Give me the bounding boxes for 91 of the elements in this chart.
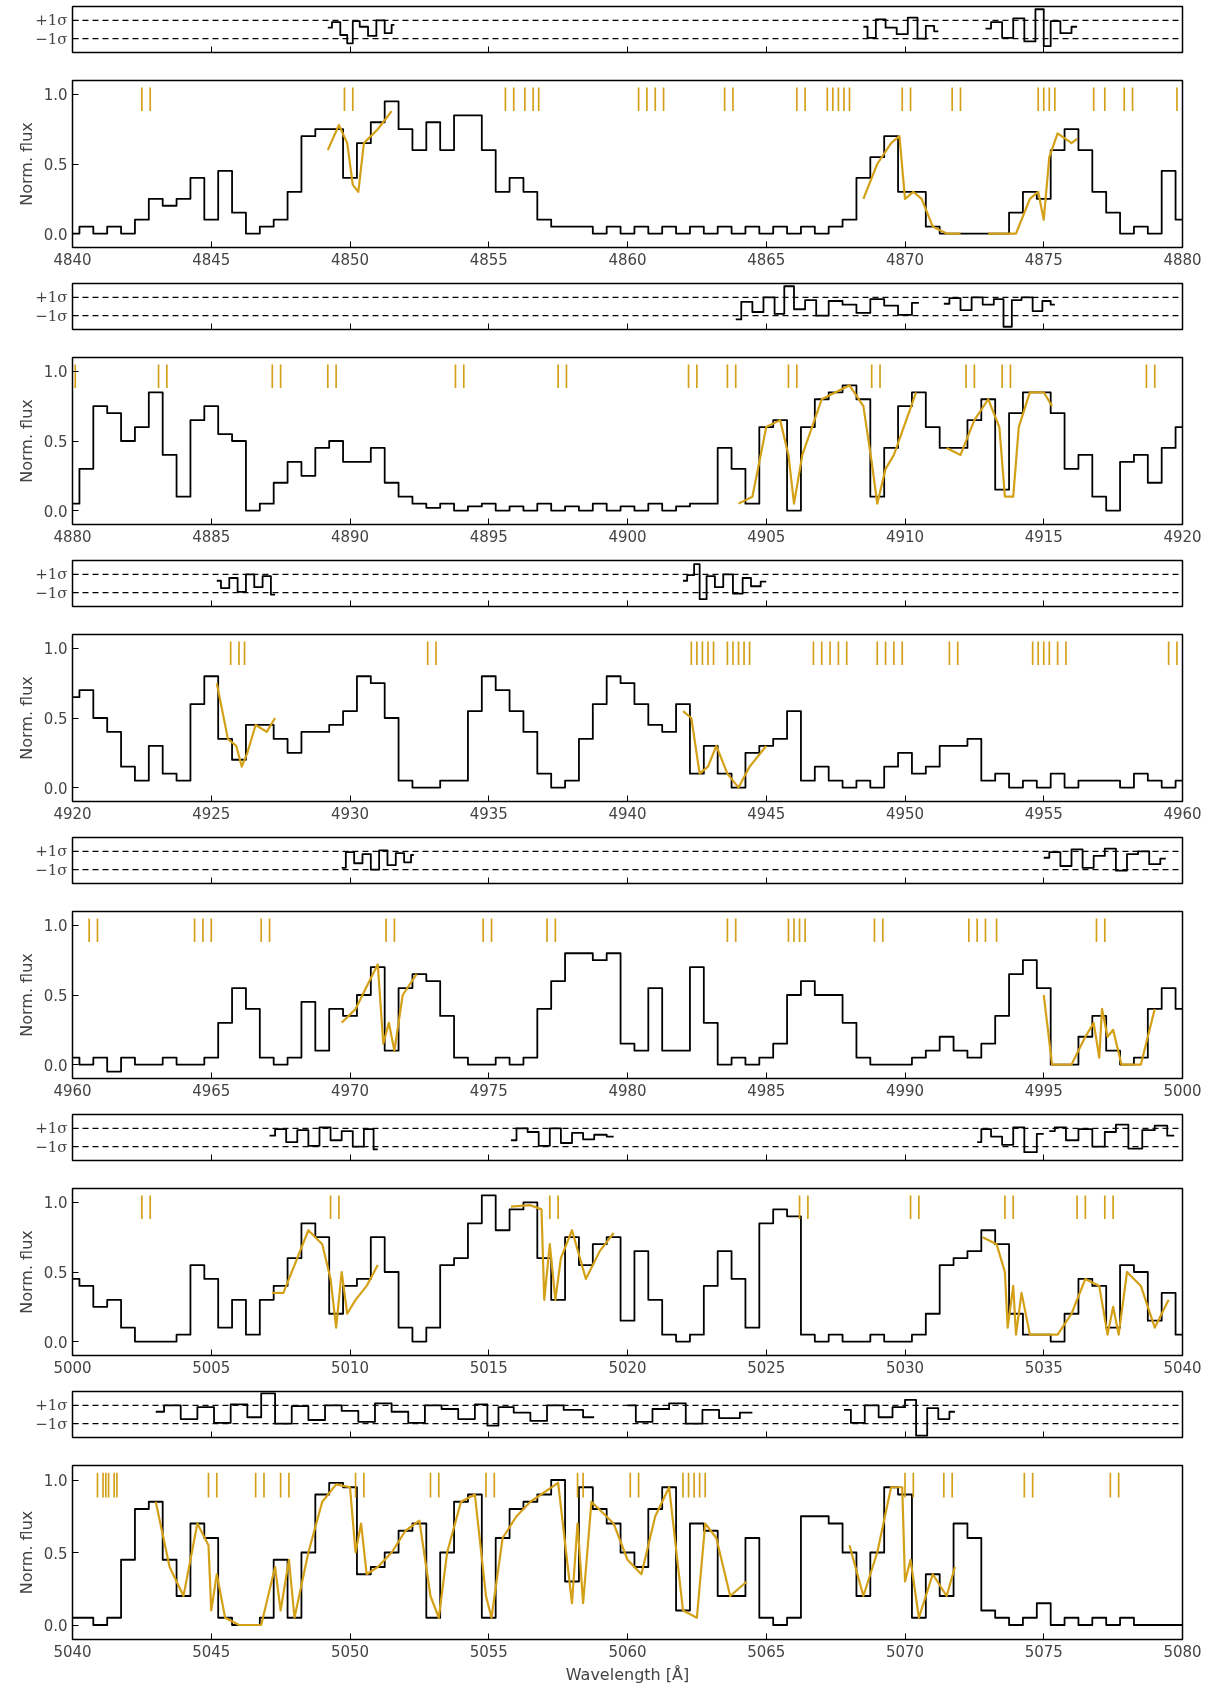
x-tick-label: 5035 [1024,1358,1063,1377]
x-tick-label: 4990 [885,1081,925,1100]
y-tick-label: 0.0 [43,502,68,521]
y-tick-label: 1.0 [43,86,68,105]
x-tick-label: 4900 [608,527,647,546]
x-tick-label: 4920 [53,804,92,823]
x-tick-label: 4880 [53,527,92,546]
x-tick-label: 4860 [608,250,647,269]
y-tick-label: 0.0 [43,1333,68,1352]
x-tick-label: 5040 [1163,1358,1202,1377]
x-axis-title: Wavelength [Å] [565,1664,690,1684]
y-tick-label: +1σ [35,1119,68,1138]
y-tick-label: −1σ [35,306,68,325]
x-tick-label: 4880 [1163,250,1202,269]
x-tick-label: 5075 [1024,1642,1063,1661]
y-tick-label: 1.0 [43,1194,68,1213]
x-tick-label: 4955 [1024,804,1063,823]
x-tick-label: 4840 [53,250,92,269]
y-tick-label: 0.5 [43,710,68,728]
x-tick-label: 5005 [192,1358,231,1377]
y-axis-title: Norm. flux [16,399,36,483]
x-tick-label: 4895 [469,527,508,546]
x-tick-label: 5020 [608,1358,647,1377]
x-tick-label: 4965 [192,1081,231,1100]
y-tick-label: 0.5 [43,433,68,451]
y-tick-label: 0.5 [43,156,68,174]
y-tick-label: −1σ [35,860,68,879]
x-tick-label: 4980 [608,1081,647,1100]
x-tick-label: 5080 [1163,1642,1202,1661]
y-tick-label: 1.0 [43,917,68,936]
x-tick-label: 4885 [192,527,231,546]
x-tick-label: 5060 [608,1642,647,1661]
x-tick-label: 4925 [192,804,231,823]
y-tick-label: +1σ [35,11,68,30]
x-tick-label: 4985 [747,1081,786,1100]
x-tick-label: 4865 [747,250,786,269]
x-tick-label: 4905 [747,527,786,546]
x-tick-label: 5050 [330,1642,370,1661]
y-tick-label: 1.0 [43,640,68,659]
y-tick-label: +1σ [35,288,68,307]
x-tick-label: 5070 [885,1642,925,1661]
x-tick-label: 4960 [1163,804,1202,823]
x-tick-label: 4845 [192,250,231,269]
x-tick-label: 4855 [469,250,508,269]
x-tick-label: 5045 [192,1642,231,1661]
y-tick-label: 0.0 [43,779,68,798]
x-tick-label: 4950 [885,804,925,823]
x-tick-label: 5030 [885,1358,925,1377]
y-tick-label: +1σ [35,565,68,584]
y-tick-label: 0.5 [43,1264,68,1282]
x-tick-label: 4870 [885,250,925,269]
y-tick-label: 0.0 [43,1617,68,1635]
x-tick-label: 5025 [747,1358,786,1377]
x-tick-label: 5040 [53,1642,92,1661]
y-axis-title: Norm. flux [16,1230,36,1314]
y-tick-label: −1σ [35,583,68,602]
y-tick-label: −1σ [35,1414,68,1433]
y-tick-label: 0.5 [43,987,68,1005]
y-tick-label: −1σ [35,29,68,48]
x-tick-label: 5010 [330,1358,370,1377]
y-tick-label: +1σ [35,842,68,861]
x-tick-label: 4970 [330,1081,370,1100]
x-tick-label: 4940 [608,804,647,823]
y-axis-title: Norm. flux [16,676,36,760]
x-tick-label: 5000 [1163,1081,1202,1100]
y-tick-label: 1.0 [43,363,68,382]
y-tick-label: 1.0 [43,1472,68,1490]
y-tick-label: 0.0 [43,1056,68,1075]
x-tick-label: 4995 [1024,1081,1063,1100]
y-tick-label: 0.5 [43,1544,68,1563]
x-tick-label: 5065 [747,1642,786,1661]
y-axis-title: Norm. flux [16,122,36,206]
x-tick-label: 5000 [53,1358,92,1377]
x-tick-label: 5015 [469,1358,508,1377]
x-tick-label: 4850 [330,250,370,269]
y-tick-label: 0.0 [43,225,68,244]
y-tick-label: +1σ [35,1396,68,1415]
x-tick-label: 4915 [1024,527,1063,546]
x-tick-label: 4910 [885,527,925,546]
x-tick-label: 4975 [469,1081,508,1100]
x-tick-label: 4945 [747,804,786,823]
x-tick-label: 4920 [1163,527,1202,546]
x-tick-label: 5055 [469,1642,508,1661]
x-tick-label: 4930 [330,804,370,823]
x-tick-label: 4875 [1024,250,1063,269]
x-tick-label: 4935 [469,804,508,823]
x-tick-label: 4960 [53,1081,92,1100]
x-tick-label: 4890 [330,527,370,546]
y-axis-title: Norm. flux [16,953,36,1037]
y-tick-label: −1σ [35,1137,68,1156]
y-axis-title: Norm. flux [16,1510,36,1595]
